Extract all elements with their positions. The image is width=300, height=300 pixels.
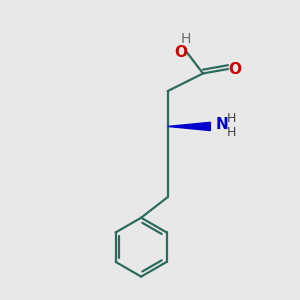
Text: N: N xyxy=(215,118,228,133)
Text: O: O xyxy=(174,45,187,60)
Text: H: H xyxy=(227,112,236,125)
Text: O: O xyxy=(228,61,241,76)
Text: H: H xyxy=(180,32,190,46)
Polygon shape xyxy=(168,122,210,130)
Text: H: H xyxy=(227,126,236,140)
